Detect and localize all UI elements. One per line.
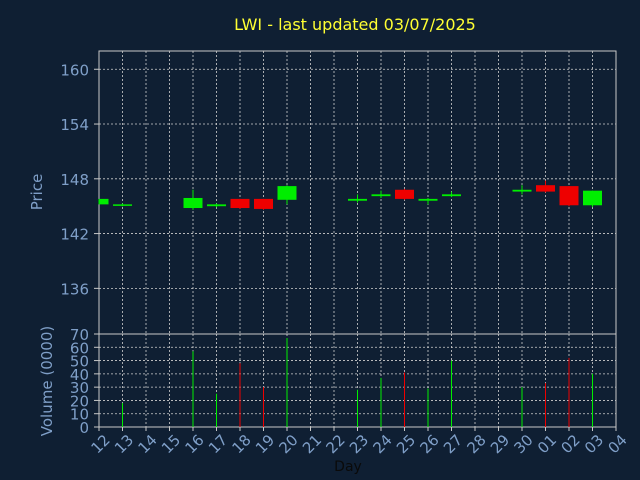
candle-body [418, 198, 438, 201]
volume-bars [122, 337, 593, 427]
candle-body [348, 198, 367, 201]
candlesticks [98, 180, 602, 210]
x-tick-label: 17 [205, 431, 231, 457]
candle-body [371, 194, 391, 197]
candle-body [183, 197, 203, 209]
x-tick-label: 26 [417, 431, 443, 457]
candle-body [254, 198, 273, 209]
price-grid [99, 51, 616, 334]
x-tick-label: 16 [182, 431, 208, 457]
x-tick-label: 03 [581, 431, 607, 457]
x-tick-label: 29 [487, 431, 513, 457]
x-tick-label: 23 [346, 431, 372, 457]
x-tick-label: 12 [88, 431, 114, 457]
candle-body [536, 185, 555, 192]
x-tick-label: 25 [393, 431, 419, 457]
x-tick-label: 04 [605, 431, 631, 457]
candle-body [559, 186, 579, 206]
volume-tick-label: 0 [79, 419, 89, 437]
candle-body [442, 194, 461, 197]
x-tick-label: 22 [323, 431, 349, 457]
price-tick-label: 148 [60, 171, 89, 189]
x-tick-label: 02 [558, 431, 584, 457]
volume-tick-label: 10 [70, 406, 89, 424]
price-axis-label: Price [28, 174, 46, 211]
candle-body [207, 204, 226, 207]
candle-body [395, 189, 414, 199]
price-tick-label: 136 [60, 280, 89, 298]
x-tick-label: 21 [299, 431, 325, 457]
x-tick-label: 24 [370, 431, 396, 457]
x-axis-label: Day [334, 459, 362, 475]
volume-tick-label: 40 [70, 366, 89, 384]
x-tick-label: 20 [276, 431, 302, 457]
x-tick-label: 28 [464, 431, 490, 457]
price-tick-label: 160 [60, 61, 89, 79]
x-tick-label: 01 [534, 431, 560, 457]
volume-tick-label: 70 [70, 326, 89, 344]
x-tick-label: 18 [229, 431, 255, 457]
volume-tick-label: 60 [70, 339, 89, 357]
x-tick-label: 19 [252, 431, 278, 457]
price-tick-label: 142 [60, 226, 89, 244]
x-tick-label: 30 [511, 431, 537, 457]
x-tick-label: 15 [158, 431, 184, 457]
volume-axis-label: Volume (0000) [38, 326, 56, 436]
volume-tick-label: 50 [70, 353, 89, 371]
price-axis-ticks: 136 142 148 154 160 [60, 61, 99, 298]
x-axis-ticks: 1213141516171819202122232425262728293001… [88, 427, 631, 457]
chart-title: LWI - last updated 03/07/2025 [234, 15, 476, 34]
candle-body [583, 190, 602, 206]
x-tick-label: 14 [135, 431, 161, 457]
candle-body [230, 198, 250, 209]
volume-tick-label: 20 [70, 392, 89, 410]
candle-body [99, 198, 109, 205]
x-tick-label: 27 [440, 431, 466, 457]
volume-tick-label: 30 [70, 379, 89, 397]
candle-body [512, 189, 532, 192]
x-tick-label: 13 [111, 431, 137, 457]
candle-body [113, 204, 132, 206]
candle-body [277, 186, 297, 200]
price-tick-label: 154 [60, 116, 89, 134]
